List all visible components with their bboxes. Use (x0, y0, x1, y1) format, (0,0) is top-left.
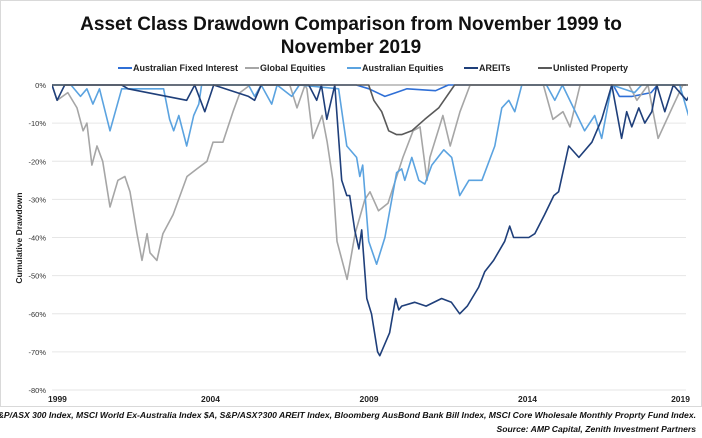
x-tick-label: 2009 (360, 394, 379, 404)
y-tick-label: 0% (35, 81, 46, 90)
series-line-global-equities (52, 84, 686, 281)
y-tick-label: -20% (28, 157, 46, 166)
legend-label: Australian Fixed Interest (133, 63, 238, 73)
footer-sources-note: S&P/ASX 300 Index, MSCI World Ex-Austral… (0, 410, 696, 420)
legend: Australian Fixed Interest Global Equities… (118, 63, 628, 73)
series-line-australian-fixed-interest (52, 84, 686, 98)
chart-title-line-2: November 2019 (281, 37, 421, 58)
x-tick-label: 2004 (201, 394, 220, 404)
x-tick-label: 2019 (671, 394, 690, 404)
y-tick-label: -80% (28, 386, 46, 395)
y-axis-label: Cumulative Drawdown (14, 192, 24, 283)
legend-label: AREITs (479, 63, 510, 73)
y-tick-label: -10% (28, 119, 46, 128)
series-lines (52, 84, 688, 357)
legend-label: Unlisted Property (553, 63, 628, 73)
y-tick-label: -70% (28, 348, 46, 357)
x-tick-label: 2014 (518, 394, 537, 404)
x-tick-label: 1999 (48, 394, 67, 404)
legend-label: Australian Equities (362, 63, 444, 73)
x-axis-ticks: 1999 2004 2009 2014 2019 (48, 394, 690, 404)
series-line-unlisted-property (52, 84, 688, 136)
series-line-australian-equities (52, 84, 688, 265)
series-line-areits (52, 84, 688, 357)
y-tick-label: -30% (28, 195, 46, 204)
y-tick-label: -60% (28, 310, 46, 319)
y-tick-label: -40% (28, 234, 46, 243)
footer-source: Source: AMP Capital, Zenith Investment P… (496, 424, 696, 434)
legend-label: Global Equities (260, 63, 326, 73)
chart-title-line-1: Asset Class Drawdown Comparison from Nov… (80, 14, 622, 35)
y-tick-label: -50% (28, 272, 46, 281)
y-axis-ticks: 0% -10% -20% -30% -40% -50% -60% -70% -80% (28, 81, 46, 395)
